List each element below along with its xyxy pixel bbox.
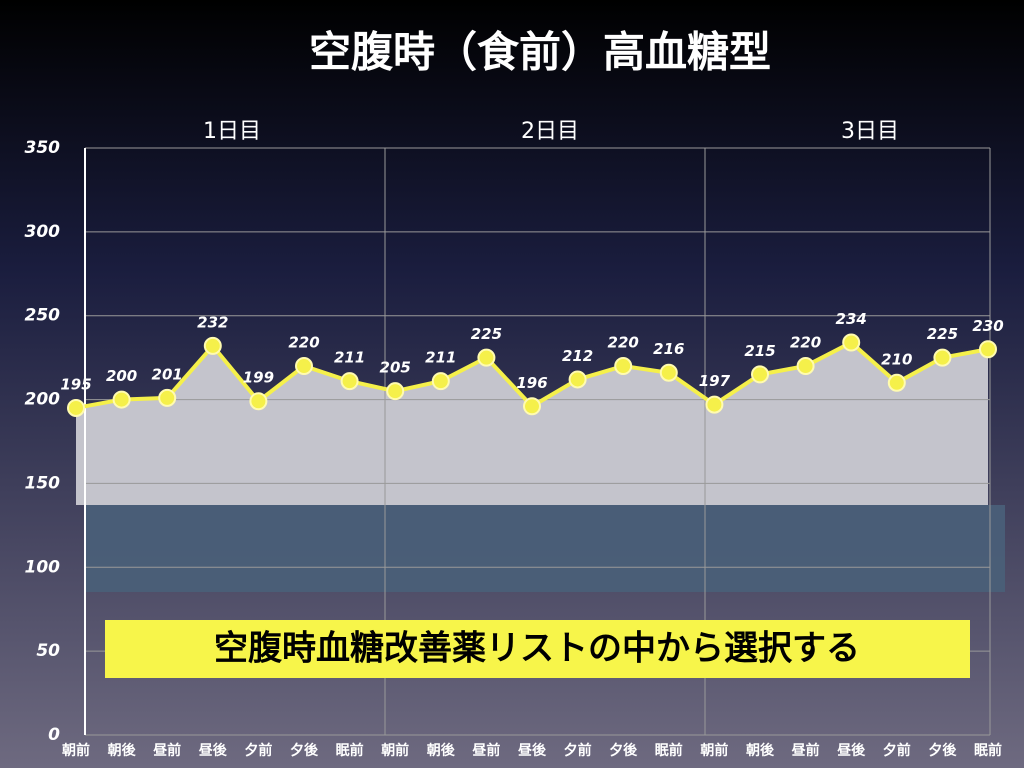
data-label: 195: [60, 375, 91, 393]
data-label: 196: [516, 374, 547, 392]
x-tick-label: 眠前: [655, 742, 683, 759]
point: [751, 365, 769, 384]
point: [887, 373, 906, 392]
point: [386, 382, 405, 401]
day-label: 1日目: [203, 119, 261, 144]
day-label: 3日目: [841, 119, 899, 144]
y-tick-label: 200: [25, 390, 61, 410]
data-label: 234: [836, 310, 867, 328]
data-label: 199: [243, 369, 274, 387]
x-tick-label: 朝後: [427, 742, 456, 759]
point: [340, 372, 359, 391]
point: [568, 370, 587, 389]
point: [295, 357, 313, 376]
y-tick-label: 0: [48, 725, 60, 745]
point: [203, 336, 222, 355]
x-tick-label: 夕後: [609, 742, 638, 759]
data-label: 220: [288, 334, 319, 352]
point: [523, 397, 541, 416]
y-tick-label: 300: [25, 222, 61, 242]
point: [705, 395, 724, 414]
data-label: 205: [380, 359, 411, 377]
annotation: 空腹時血糖改善薬リストの中から選択する: [214, 629, 860, 669]
x-tick-label: 夕後: [290, 742, 319, 759]
point: [158, 388, 177, 407]
x-tick-label: 眠前: [974, 742, 1002, 759]
x-tick-label: 朝後: [108, 742, 137, 759]
data-label: 225: [927, 325, 958, 343]
data-label: 211: [425, 349, 456, 367]
data-label: 211: [334, 349, 365, 367]
point: [659, 363, 678, 382]
y-tick-label: 100: [25, 557, 61, 577]
point: [614, 357, 633, 376]
x-tick-label: 昼前: [472, 742, 500, 759]
x-tick-label: 昼前: [153, 742, 181, 759]
x-tick-label: 朝後: [746, 742, 775, 759]
x-tick-label: 夕前: [244, 742, 272, 759]
data-label: 210: [881, 350, 912, 368]
data-label: 197: [699, 372, 731, 390]
annotation-box: [105, 620, 970, 678]
point: [842, 333, 861, 352]
data-label: 201: [152, 365, 183, 383]
y-tick-label: 150: [25, 473, 61, 493]
x-tick-label: 昼後: [199, 742, 228, 759]
target-band: [85, 505, 1005, 592]
data-label: 200: [106, 367, 137, 385]
point: [112, 390, 131, 409]
point: [67, 398, 85, 417]
x-tick-label: 昼後: [837, 742, 866, 759]
x-tick-label: 夕後: [928, 742, 957, 759]
y-tick-label: 50: [36, 641, 60, 661]
x-tick-label: 朝前: [62, 742, 90, 759]
data-label: 215: [744, 342, 775, 360]
data-label: 220: [790, 334, 821, 352]
point: [933, 348, 952, 367]
x-tick-label: 昼前: [792, 742, 820, 759]
x-tick-label: 昼後: [518, 742, 547, 759]
data-label: 230: [972, 317, 1003, 335]
chart-title: 空腹時（食前）高血糖型: [309, 28, 771, 77]
point: [249, 392, 268, 411]
data-label: 220: [608, 334, 639, 352]
x-tick-label: 朝前: [381, 742, 409, 759]
point: [796, 357, 815, 376]
point: [431, 372, 450, 391]
y-tick-label: 350: [25, 138, 61, 158]
data-label: 232: [197, 313, 228, 331]
x-tick-label: 朝前: [700, 742, 728, 759]
point: [979, 340, 997, 359]
data-label: 212: [562, 347, 593, 365]
x-tick-label: 眠前: [336, 742, 364, 759]
x-tick-label: 夕前: [883, 742, 911, 759]
point: [477, 348, 496, 367]
x-tick-label: 夕前: [564, 742, 592, 759]
y-tick-label: 250: [25, 306, 61, 326]
data-label: 216: [653, 340, 684, 358]
data-label: 225: [471, 325, 502, 343]
day-label: 2日目: [521, 119, 579, 144]
